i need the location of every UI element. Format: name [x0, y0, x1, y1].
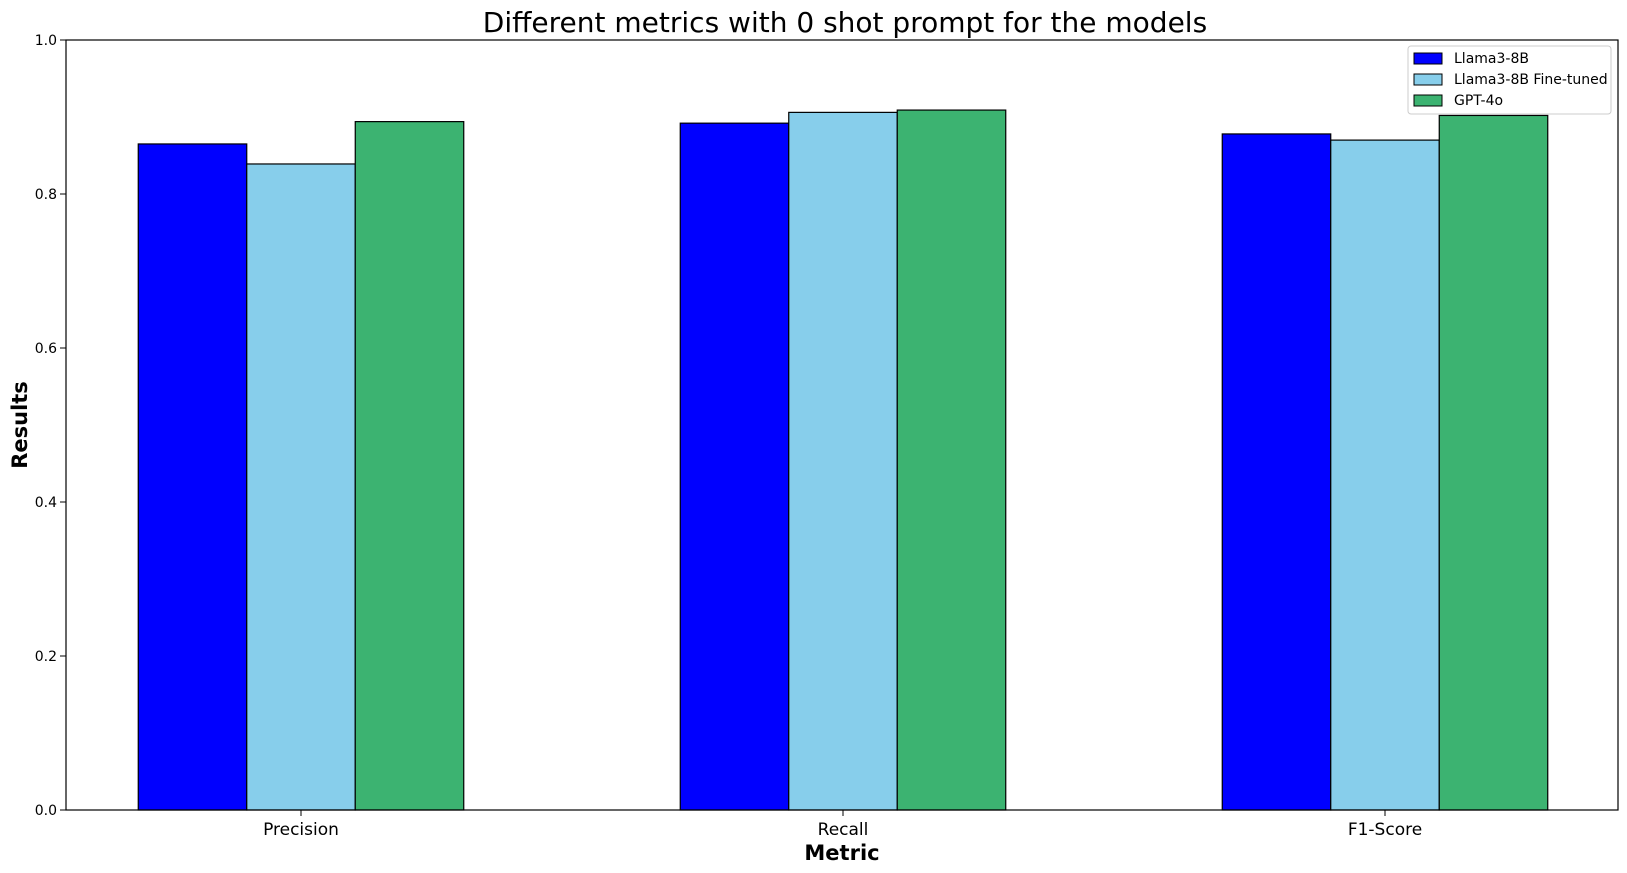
y-tick-label: 0.8: [35, 187, 57, 203]
legend-label: GPT-4o: [1454, 93, 1503, 109]
bar-gpt-4o-recall: [896, 109, 1007, 811]
legend-swatch: [1413, 94, 1443, 107]
legend: Llama3-8B Llama3-8B Fine-tuned GPT-4o: [1407, 45, 1612, 115]
bar-gpt-4o-f1-score: [1438, 114, 1549, 811]
legend-label: Llama3-8B: [1454, 51, 1529, 67]
legend-swatch: [1413, 73, 1443, 86]
x-tick-label: Precision: [263, 820, 339, 840]
legend-swatch: [1413, 52, 1443, 65]
bar-llama3-8b-precision: [137, 143, 248, 811]
y-axis-label: Results: [8, 381, 32, 469]
bar-gpt-4o-precision: [354, 121, 465, 811]
x-tick-label: F1-Score: [1348, 820, 1422, 840]
chart-title: Different metrics with 0 shot prompt for…: [483, 6, 1207, 39]
legend-frame: [1407, 45, 1612, 115]
bar-llama3-8b-fine-tuned-recall: [788, 111, 898, 811]
legend-label: Llama3-8B Fine-tuned: [1454, 72, 1608, 88]
bar-llama3-8b-fine-tuned-precision: [246, 163, 356, 811]
plot-area-frame: [65, 39, 1619, 811]
y-tick-label: 0.2: [35, 649, 57, 665]
y-axis: 0.0 0.2 0.4 0.6 0.8 1.0: [35, 33, 66, 819]
bar-llama3-8b-recall: [679, 122, 790, 811]
x-axis-label: Metric: [804, 841, 879, 865]
y-tick-label: 1.0: [35, 33, 57, 49]
y-tick-label: 0.6: [35, 341, 57, 357]
y-tick-label: 0.0: [35, 803, 57, 819]
x-tick-label: Recall: [818, 820, 869, 840]
x-axis: Precision Recall F1-Score: [263, 810, 1422, 840]
y-tick-label: 0.4: [35, 495, 57, 511]
bar-llama3-8b-f1-score: [1221, 133, 1332, 811]
bar-llama3-8b-fine-tuned-f1-score: [1330, 139, 1440, 811]
bars-group: [137, 109, 1549, 811]
